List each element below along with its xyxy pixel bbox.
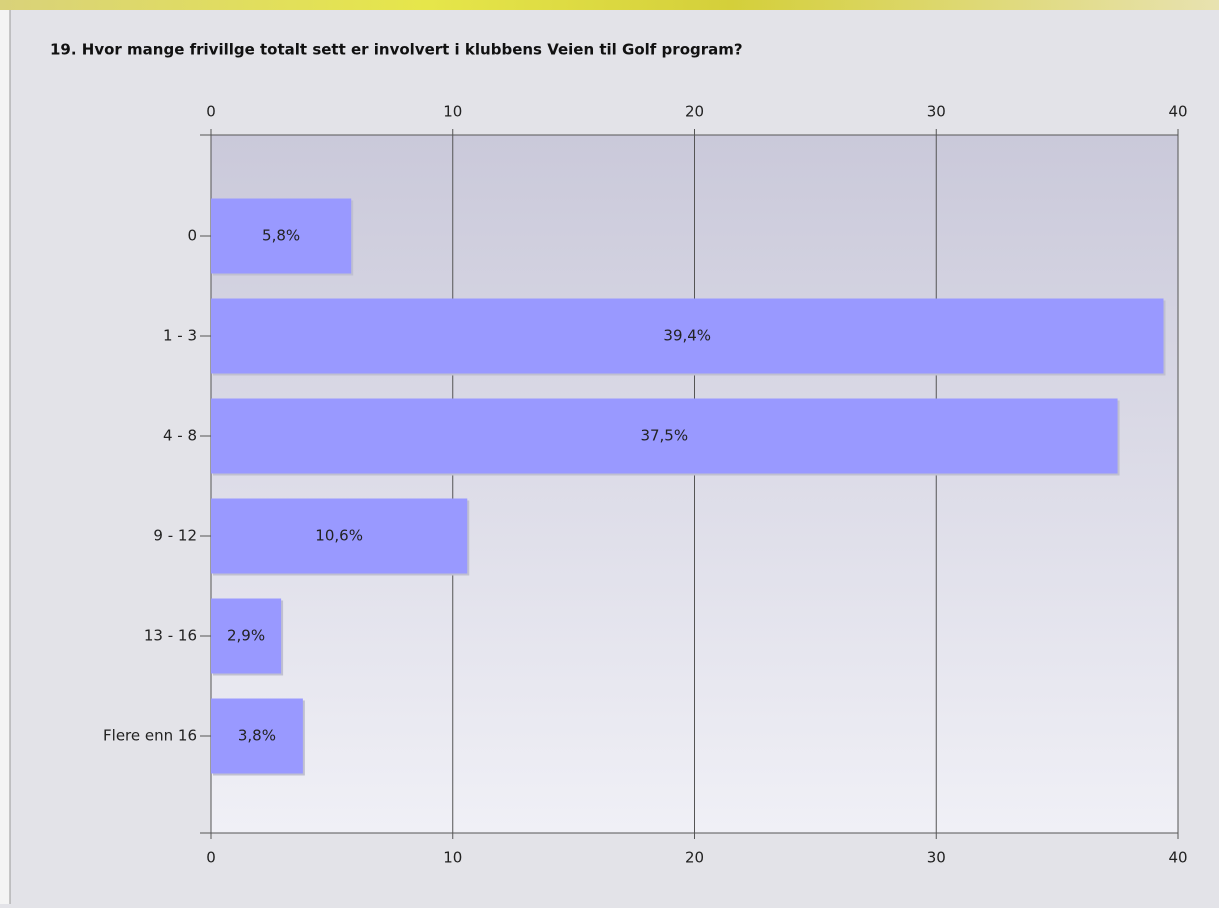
data-label: 39,4%: [663, 327, 711, 345]
x-tick-label: 20: [685, 849, 704, 867]
y-tick-label: 13 - 16: [144, 627, 197, 645]
bar: [211, 598, 282, 674]
y-tick-label: 9 - 12: [153, 527, 197, 545]
x-tick-label: 0: [206, 103, 216, 121]
data-label: 2,9%: [227, 627, 265, 645]
chart-title: 19. Hvor mange frivillge totalt sett er …: [50, 41, 743, 59]
x-tick-label: 10: [443, 103, 462, 121]
bar: [211, 498, 468, 574]
bar: [211, 398, 1118, 474]
x-tick-label: 10: [443, 849, 462, 867]
bar: [211, 198, 352, 274]
x-tick-label: 30: [927, 103, 946, 121]
x-tick-label: 40: [1168, 849, 1187, 867]
header-strip: [0, 0, 1219, 10]
x-tick-label: 40: [1168, 103, 1187, 121]
bar: [211, 298, 1164, 374]
y-tick-label: 0: [187, 227, 197, 245]
x-tick-label: 20: [685, 103, 704, 121]
x-tick-label: 30: [927, 849, 946, 867]
data-label: 37,5%: [640, 427, 688, 445]
left-margin: [0, 10, 10, 904]
data-label: 10,6%: [315, 527, 363, 545]
data-label: 5,8%: [262, 227, 300, 245]
x-tick-label: 0: [206, 849, 216, 867]
y-tick-label: 4 - 8: [163, 427, 197, 445]
y-tick-label: 1 - 3: [163, 327, 197, 345]
bar: [211, 698, 303, 774]
data-label: 3,8%: [238, 727, 276, 745]
y-tick-label: Flere enn 16: [103, 727, 197, 745]
